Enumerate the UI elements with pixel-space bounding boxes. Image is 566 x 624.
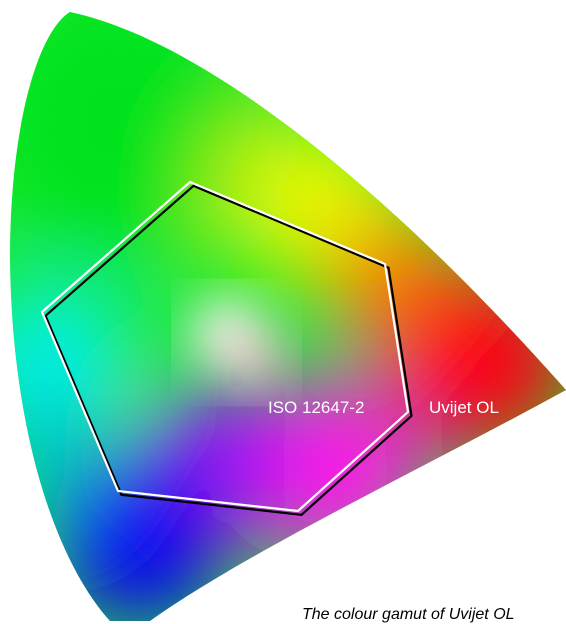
iso-12647-2-gamut-outline [40,180,410,513]
cyan-region [10,285,130,445]
iso-12647-2-label: ISO 12647-2 [268,398,364,417]
uvijet-ol-gamut-outline [44,184,413,516]
uvijet-ol-label: Uvijet OL [429,398,499,417]
pink-glow [227,332,283,388]
blue-region [50,450,230,621]
figure-caption: The colour gamut of Uvijet OL [302,606,515,623]
